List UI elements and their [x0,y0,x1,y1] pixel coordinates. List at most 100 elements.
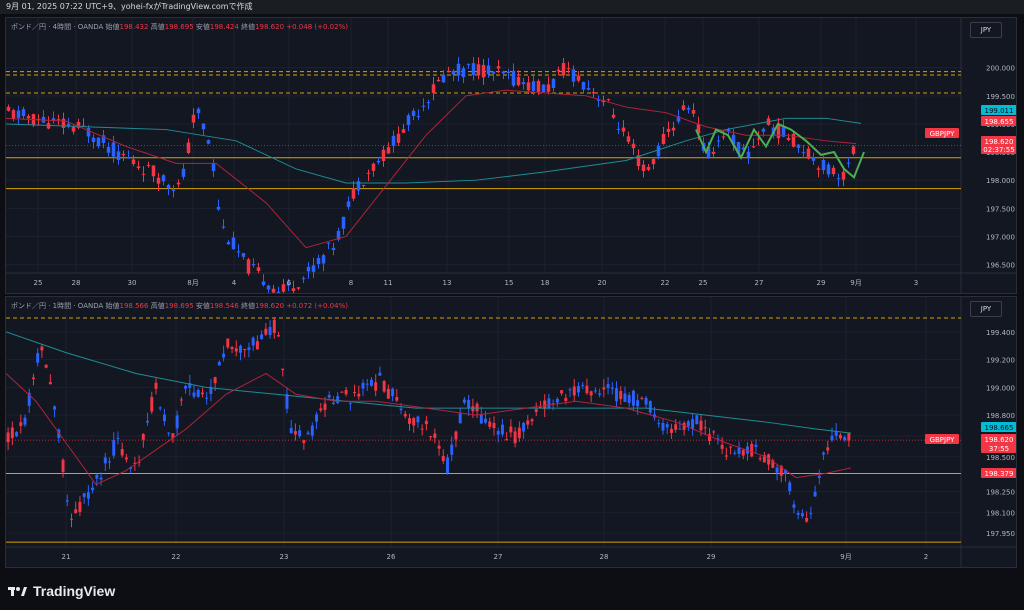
candle-body [99,477,103,480]
candle-body [146,164,151,166]
x-tick-label: 30 [128,279,137,287]
x-tick-label: 28 [600,553,609,561]
candle-body [381,149,386,162]
candle [211,159,216,177]
chart-pane-4h[interactable]: ポンド／円 · 4時間 · OANDA 始値198.432 高値198.695 … [5,17,1017,294]
candle [141,166,146,182]
candle-body [71,126,76,132]
candle-body [682,422,686,430]
candle [371,162,376,177]
candle [74,501,78,514]
candle [610,382,614,395]
candle-body [621,127,626,132]
candle [315,411,319,430]
candle [351,181,356,202]
x-tick-label: 25 [34,279,43,287]
candle-body [724,455,728,457]
candle [636,149,641,171]
candle [81,118,86,127]
candle-body [467,400,471,408]
candle [36,348,40,367]
y-tick-label: 199.000 [986,384,1015,392]
candle [681,100,686,111]
candle [446,454,449,475]
candle-body [699,420,703,431]
moving-average-teal [6,331,852,434]
candle-body [371,163,376,171]
candle-body [543,400,547,409]
price-label-bg [925,128,959,138]
candle [406,113,411,132]
y-tick-label: 198.100 [986,509,1015,517]
candle [57,428,61,443]
candle-body [36,353,40,363]
candle-body [285,394,289,409]
candle [486,58,491,78]
candle [126,150,131,159]
currency-button-4h[interactable]: JPY [970,22,1002,38]
candle [826,162,831,178]
candle-body [691,419,695,429]
candle [451,69,456,82]
candle [847,433,851,447]
candle-body [707,434,711,441]
candle-body [213,377,217,384]
candle-body [506,71,511,73]
candle [336,392,340,405]
candle [162,408,166,426]
candle-body [546,84,551,92]
candle-body [703,427,707,429]
candle [826,440,830,455]
candle [188,374,192,396]
candle-body [517,427,521,439]
candle [281,279,286,293]
tradingview-logo-icon [8,587,27,596]
candle-body [788,482,792,492]
candle-body [466,64,471,66]
chart-pane-1h[interactable]: ポンド／円 · 1時間 · OANDA 始値198.566 高値198.695 … [5,296,1017,568]
candle [441,449,445,464]
candle [589,390,593,403]
candle [450,436,454,462]
candle [277,331,280,338]
candle [506,69,511,80]
candle [108,457,111,469]
candle [378,366,382,376]
candle-body [188,383,192,388]
candle-body [676,116,681,122]
candle [758,455,762,462]
candle-body [44,364,48,368]
candle-body [336,396,340,404]
candle-body [431,84,436,94]
candle-body [648,401,652,413]
candle-body [241,253,246,257]
candle [547,393,551,409]
candle [830,427,834,443]
candle-body [399,408,403,411]
candle-body [619,391,623,400]
currency-button-1h[interactable]: JPY [970,301,1002,317]
candle [691,413,695,436]
price-label-bg [981,144,1016,154]
candle-body [412,418,416,426]
candle [433,428,437,444]
candle-body [513,431,517,444]
candle-body [602,387,606,390]
candle-body [695,415,699,425]
tradingview-logo: TradingView [8,582,115,600]
candle-body [230,346,234,349]
candle [150,391,154,415]
candle-body [461,68,466,78]
candle-body [696,124,701,134]
candle-body [82,493,86,497]
candle [186,138,191,155]
candle-body [576,75,581,81]
candle [766,115,771,126]
candle [403,410,407,419]
candle-body [593,390,597,392]
candle-body [796,144,801,148]
price-label-bg [925,434,959,444]
candle-body [424,420,428,425]
candle [771,458,775,469]
candle [412,416,416,433]
